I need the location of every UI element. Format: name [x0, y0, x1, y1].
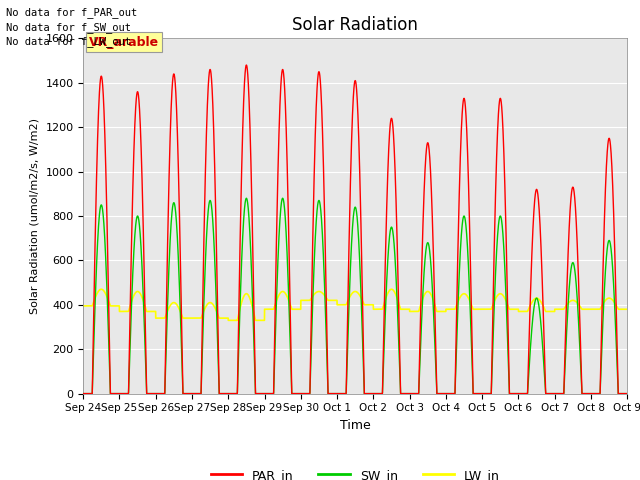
- Y-axis label: Solar Radiation (umol/m2/s, W/m2): Solar Radiation (umol/m2/s, W/m2): [30, 118, 40, 314]
- Legend: PAR_in, SW_in, LW_in: PAR_in, SW_in, LW_in: [205, 464, 505, 480]
- Text: No data for f_SW_out: No data for f_SW_out: [6, 22, 131, 33]
- Text: VR_arable: VR_arable: [88, 36, 159, 48]
- Title: Solar Radiation: Solar Radiation: [292, 16, 418, 34]
- Text: No data for f_PAR_out: No data for f_PAR_out: [6, 7, 138, 18]
- X-axis label: Time: Time: [340, 419, 371, 432]
- Text: No data for f_LW_out: No data for f_LW_out: [6, 36, 131, 47]
